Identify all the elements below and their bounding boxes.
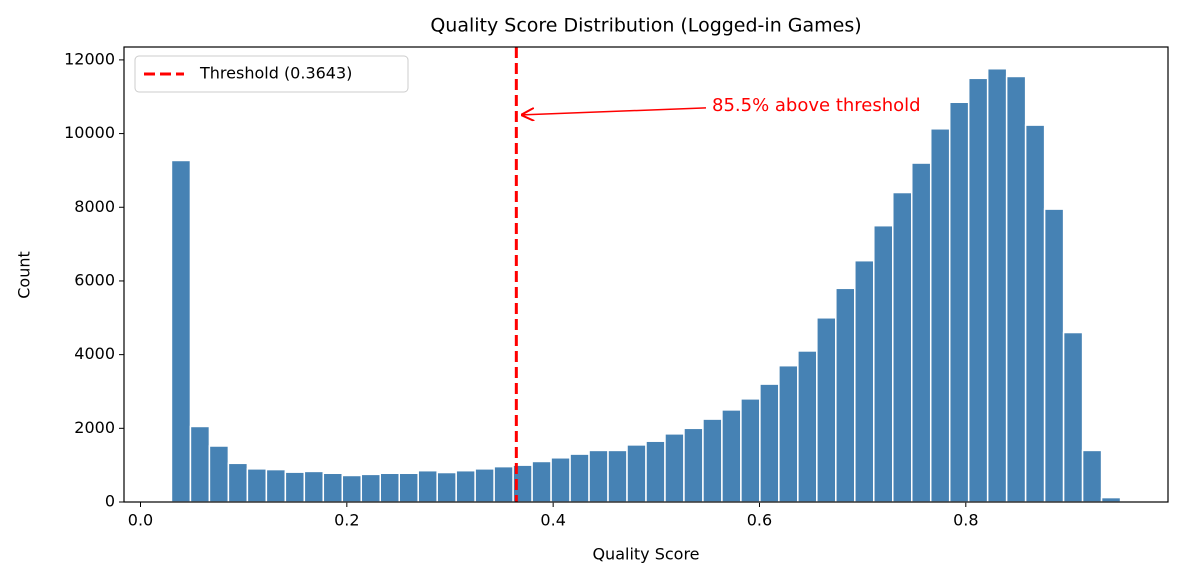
x-tick-label: 0.2: [334, 511, 359, 530]
bar: [189, 425, 211, 503]
y-axis-label: Count: [15, 251, 34, 299]
bar: [1024, 124, 1046, 503]
bar: [436, 471, 457, 503]
bar: [854, 259, 875, 503]
bar: [645, 440, 666, 503]
bar: [1100, 496, 1122, 503]
bar: [702, 418, 723, 503]
bar: [341, 474, 363, 503]
bar: [398, 472, 419, 503]
bar: [873, 224, 894, 503]
bar: [986, 67, 1008, 503]
bar: [360, 473, 382, 503]
bar: [797, 350, 818, 503]
bar: [227, 462, 249, 503]
x-tick-label: 0.0: [128, 511, 153, 530]
bar: [284, 471, 306, 503]
x-tick-label: 0.4: [540, 511, 565, 530]
bar: [588, 449, 609, 503]
bar: [721, 409, 742, 503]
x-tick-label: 0.8: [953, 511, 978, 530]
x-tick-label: 0.6: [747, 511, 772, 530]
bar: [778, 364, 799, 503]
y-tick-label: 8000: [74, 197, 115, 216]
x-axis-label: Quality Score: [592, 545, 699, 564]
bar: [170, 159, 192, 503]
bar: [1043, 208, 1065, 503]
bar: [322, 472, 344, 503]
chart-title: Quality Score Distribution (Logged-in Ga…: [430, 15, 861, 37]
bar: [1005, 75, 1027, 503]
y-tick-label: 12000: [64, 49, 115, 68]
annotation: 85.5% above threshold: [712, 95, 921, 116]
y-tick-label: 6000: [74, 270, 115, 289]
bar: [265, 468, 287, 503]
bar: [493, 465, 514, 503]
legend-box: [134, 55, 409, 93]
bar: [379, 472, 400, 503]
bar: [531, 460, 552, 503]
bar: [664, 433, 685, 503]
bar: [967, 77, 989, 503]
y-tick-label: 10000: [64, 123, 115, 142]
bar: [948, 101, 970, 503]
bar: [816, 317, 837, 503]
bar: [208, 445, 230, 503]
bar: [740, 398, 761, 503]
bar: [835, 287, 856, 503]
bar: [910, 162, 932, 503]
legend-label: Threshold (0.3643): [199, 64, 352, 83]
bar: [303, 470, 325, 503]
bar: [607, 449, 628, 503]
plot-frame: [123, 46, 1169, 503]
bar: [474, 468, 495, 503]
bar: [417, 469, 438, 503]
annotation-arrow: [522, 107, 707, 115]
bar: [759, 383, 780, 503]
y-tick-label: 4000: [74, 344, 115, 363]
bar: [569, 453, 590, 503]
bar: [1062, 331, 1084, 503]
bar: [455, 469, 476, 503]
bar: [1081, 449, 1103, 503]
bar: [892, 191, 913, 503]
bar: [246, 468, 268, 503]
y-tick-label: 0: [105, 492, 115, 511]
bar: [683, 427, 704, 503]
bar: [550, 457, 571, 503]
y-tick-label: 2000: [74, 418, 115, 437]
bar: [626, 444, 647, 503]
bar: [929, 128, 951, 503]
